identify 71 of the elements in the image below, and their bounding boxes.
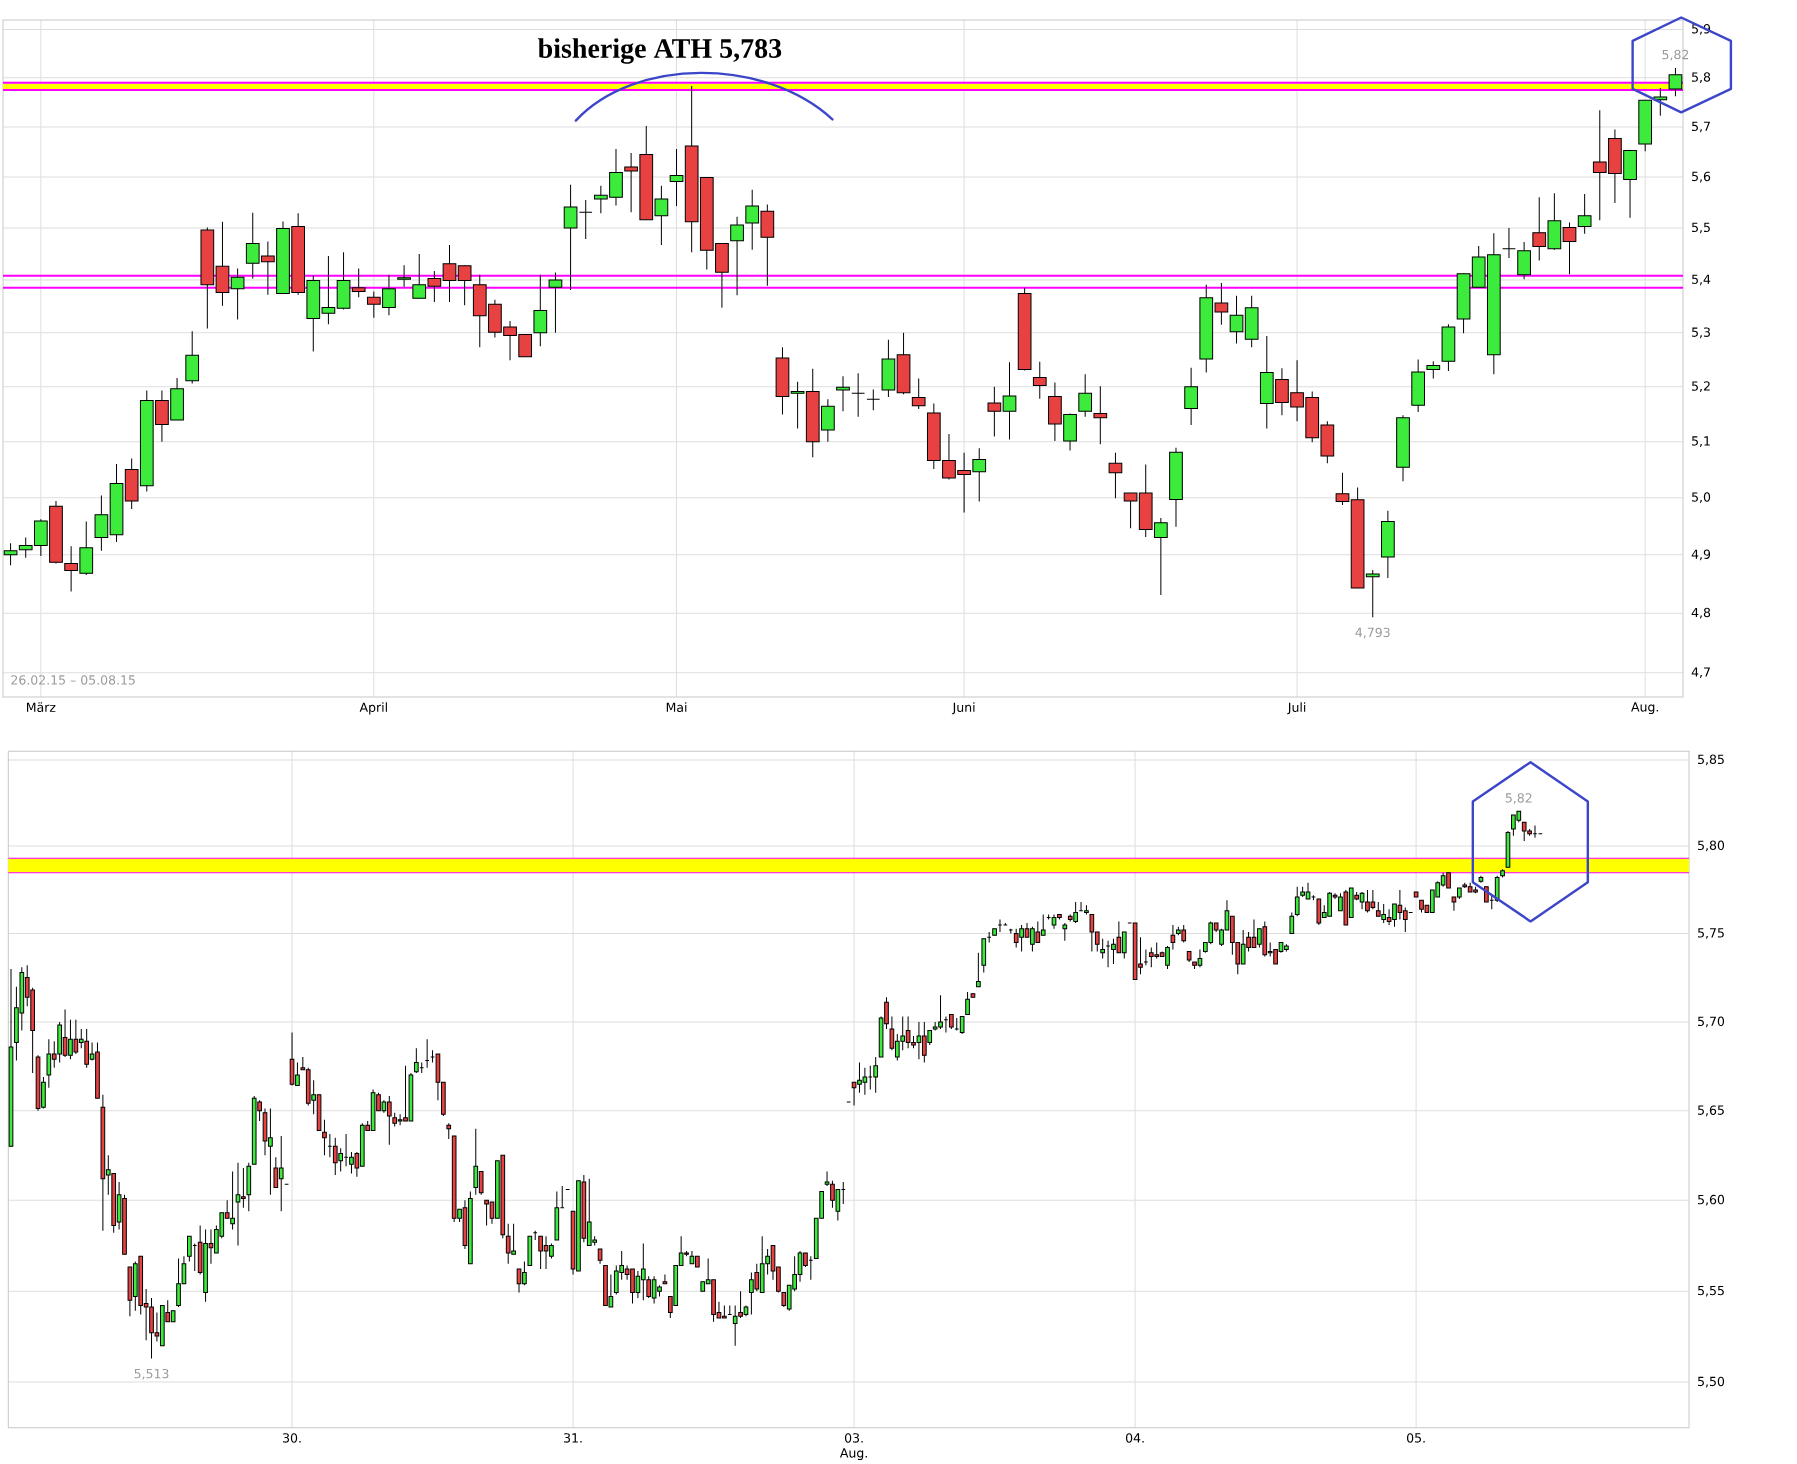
y-tick-label: 5,65	[1698, 1105, 1724, 1117]
y-tick-label: 5,4	[1692, 274, 1711, 286]
band-label: bisherige ATH 5,783	[538, 38, 782, 64]
candlestick	[397, 264, 411, 288]
candlestick	[965, 991, 970, 1016]
y-tick-label: 5,80	[1698, 840, 1725, 852]
annotation: 26.02.15 – 05.08.15	[11, 675, 135, 685]
y-tick-label: 5,2	[1692, 381, 1710, 393]
candlestick	[1562, 221, 1577, 275]
candlestick	[1170, 924, 1176, 951]
candlestick	[94, 494, 109, 552]
x-tick-label: 05.	[1406, 1433, 1425, 1443]
annotation: 5,82	[1662, 49, 1689, 61]
y-tick-label: 5,3	[1692, 327, 1710, 339]
candlestick	[1577, 193, 1592, 235]
candlestick	[1032, 361, 1047, 400]
x-tick-label: 30.	[283, 1433, 301, 1443]
candlestick	[976, 952, 981, 988]
candlestick	[1093, 385, 1108, 445]
y-tick-label: 4,9	[1691, 549, 1711, 561]
candlestick	[322, 1119, 327, 1156]
candlestick	[1335, 472, 1350, 506]
x-tick-label: Mai	[666, 702, 687, 713]
y-tick-label: 5,8	[1692, 72, 1711, 84]
candlestick	[1502, 227, 1516, 259]
y-tick-label: 5,85	[1698, 754, 1724, 766]
candlestick	[851, 372, 866, 418]
candlestick	[230, 267, 245, 321]
x-tick-label: 03. Aug.	[839, 1433, 867, 1461]
candlestick	[1100, 938, 1105, 960]
x-tick-label: März	[27, 702, 56, 712]
x-tick-label: Aug.	[1631, 702, 1659, 715]
y-tick-label: 5,55	[1698, 1285, 1724, 1297]
x-tick-label: April	[359, 702, 387, 715]
candlestick	[1078, 373, 1093, 418]
candlestick	[662, 1273, 668, 1285]
candlestick	[1184, 367, 1198, 426]
y-tick-label: 4,7	[1691, 667, 1710, 678]
annotation: 5,513	[134, 1368, 169, 1380]
candlestick	[1517, 241, 1531, 280]
x-tick-label: Juli	[1287, 702, 1306, 715]
y-tick-label: 5,50	[1698, 1376, 1725, 1388]
y-tick-label: 5,70	[1698, 1016, 1725, 1028]
candlestick	[1494, 875, 1500, 903]
candlestick	[3, 542, 18, 566]
y-tick-label: 4,8	[1691, 607, 1711, 619]
y-tick-label: 5,1	[1692, 436, 1710, 447]
candlestick	[1143, 949, 1149, 966]
x-tick-label: 04.	[1125, 1433, 1144, 1443]
y-tick-label: 5,0	[1692, 492, 1711, 503]
y-tick-label: 5,5	[1692, 222, 1710, 234]
candlestick	[997, 918, 1003, 933]
candlestick	[1294, 886, 1300, 917]
candlestick	[1289, 912, 1295, 935]
candlestick	[866, 388, 881, 411]
candlestick	[911, 378, 926, 410]
x-tick-label: Juni	[951, 702, 975, 715]
y-tick-label: 5,7	[1692, 121, 1710, 133]
candlestick	[1653, 87, 1668, 117]
annotation: 4,793	[1355, 627, 1390, 639]
candlestick	[730, 216, 744, 296]
y-tick-label: 5,75	[1698, 928, 1724, 939]
y-tick-label: 5,60	[1698, 1194, 1725, 1206]
candlestick	[1108, 452, 1123, 499]
y-tick-label: 5,6	[1692, 171, 1711, 183]
candlestick	[548, 272, 563, 334]
candlestick	[1668, 67, 1683, 97]
x-tick-label: 31.	[564, 1433, 582, 1443]
annotation: 5,82	[1505, 793, 1532, 804]
candlestick	[836, 375, 850, 412]
candlestick	[533, 274, 548, 347]
